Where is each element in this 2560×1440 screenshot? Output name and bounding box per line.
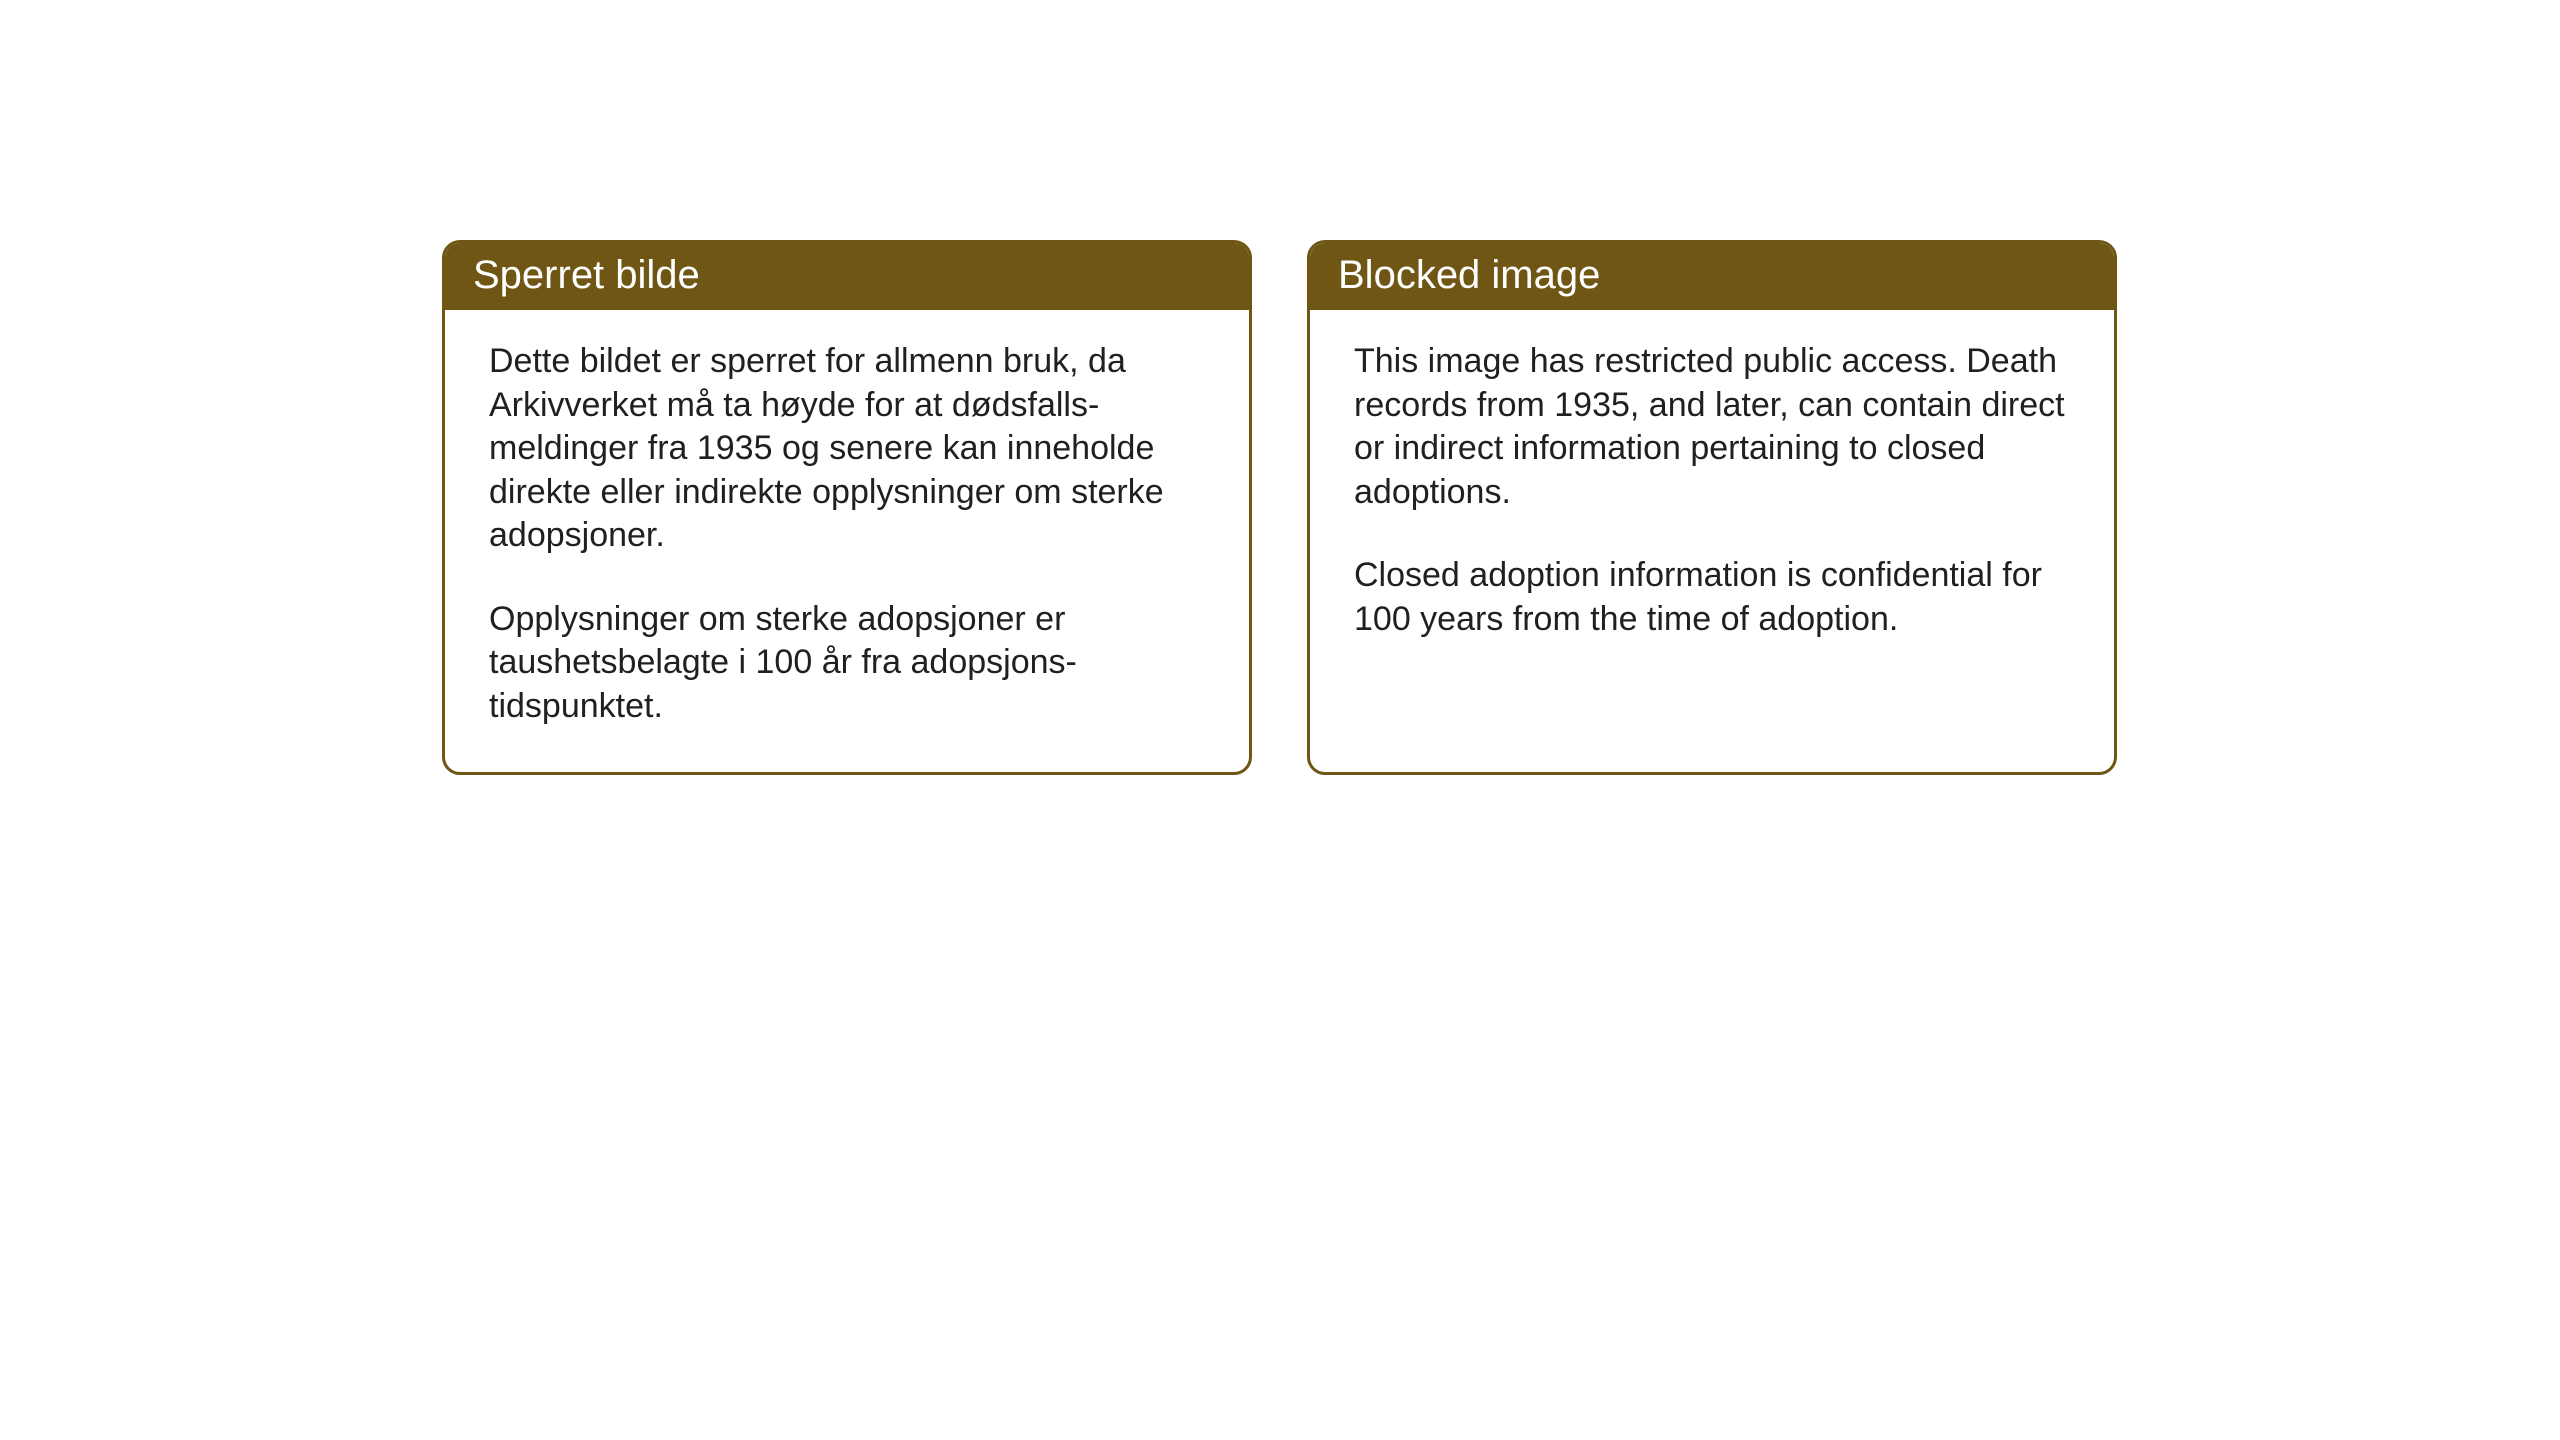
notice-body-english: This image has restricted public access.… (1310, 310, 2114, 685)
notice-card-english: Blocked image This image has restricted … (1307, 240, 2117, 775)
notice-card-norwegian: Sperret bilde Dette bildet er sperret fo… (442, 240, 1252, 775)
notice-container: Sperret bilde Dette bildet er sperret fo… (442, 240, 2117, 775)
notice-paragraph-2: Opplysninger om sterke adopsjoner er tau… (489, 598, 1205, 729)
notice-body-norwegian: Dette bildet er sperret for allmenn bruk… (445, 310, 1249, 772)
notice-header-english: Blocked image (1310, 243, 2114, 310)
notice-header-norwegian: Sperret bilde (445, 243, 1249, 310)
notice-paragraph-2: Closed adoption information is confident… (1354, 554, 2070, 641)
notice-title: Blocked image (1338, 253, 1600, 297)
notice-title: Sperret bilde (473, 253, 700, 297)
notice-paragraph-1: This image has restricted public access.… (1354, 340, 2070, 514)
notice-paragraph-1: Dette bildet er sperret for allmenn bruk… (489, 340, 1205, 558)
